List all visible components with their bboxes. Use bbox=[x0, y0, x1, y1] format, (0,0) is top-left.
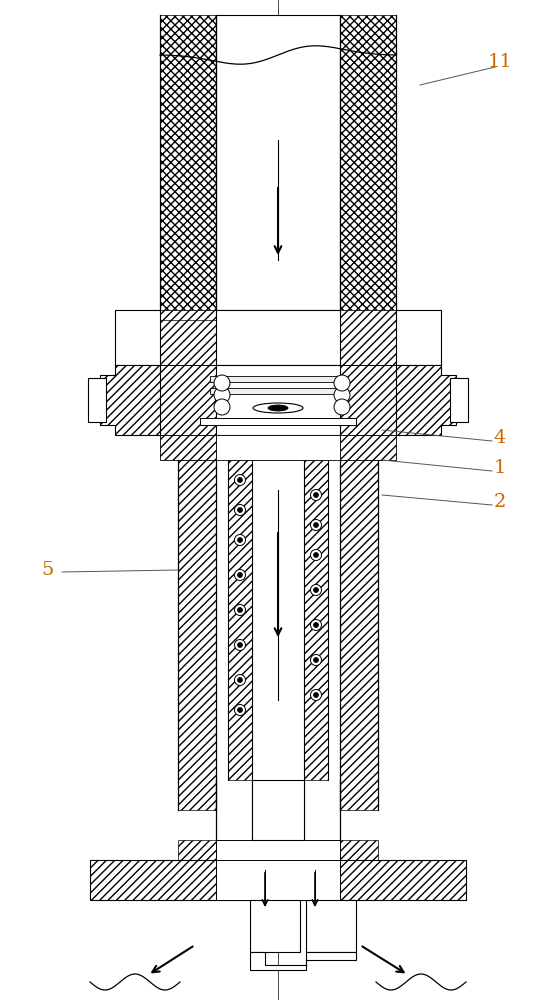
Bar bbox=[450, 378, 468, 422]
Polygon shape bbox=[100, 365, 160, 435]
Bar bbox=[90, 860, 466, 900]
Circle shape bbox=[310, 654, 321, 666]
Circle shape bbox=[310, 489, 321, 500]
Circle shape bbox=[237, 572, 242, 578]
Circle shape bbox=[314, 552, 319, 558]
Circle shape bbox=[235, 640, 246, 650]
Circle shape bbox=[310, 550, 321, 560]
Circle shape bbox=[314, 587, 319, 592]
Circle shape bbox=[314, 692, 319, 698]
Bar bbox=[200, 418, 356, 425]
Bar bbox=[216, 860, 340, 900]
Circle shape bbox=[310, 520, 321, 530]
Polygon shape bbox=[250, 952, 356, 970]
Circle shape bbox=[237, 678, 242, 682]
Bar bbox=[178, 460, 216, 810]
Bar bbox=[88, 378, 106, 422]
Bar bbox=[115, 310, 160, 365]
Bar bbox=[304, 460, 328, 780]
Circle shape bbox=[237, 508, 242, 512]
Circle shape bbox=[235, 604, 246, 615]
Polygon shape bbox=[340, 365, 396, 435]
Ellipse shape bbox=[253, 403, 303, 413]
Circle shape bbox=[310, 690, 321, 700]
Bar bbox=[216, 15, 340, 310]
Text: 5: 5 bbox=[42, 561, 54, 579]
Bar bbox=[340, 310, 396, 365]
Circle shape bbox=[235, 475, 246, 486]
Bar bbox=[210, 388, 346, 394]
Bar bbox=[252, 460, 304, 780]
Circle shape bbox=[235, 674, 246, 686]
Polygon shape bbox=[340, 435, 396, 460]
Text: 1: 1 bbox=[494, 459, 506, 477]
Circle shape bbox=[310, 619, 321, 631]
Bar bbox=[250, 900, 300, 952]
Bar bbox=[210, 376, 346, 382]
Circle shape bbox=[314, 658, 319, 662]
Bar bbox=[160, 310, 216, 365]
Text: 4: 4 bbox=[494, 429, 506, 447]
Circle shape bbox=[237, 538, 242, 542]
Circle shape bbox=[334, 375, 350, 391]
Circle shape bbox=[237, 708, 242, 712]
Circle shape bbox=[214, 399, 230, 415]
Bar bbox=[228, 460, 252, 780]
Bar bbox=[306, 900, 356, 952]
Circle shape bbox=[314, 492, 319, 497]
Circle shape bbox=[314, 522, 319, 528]
Polygon shape bbox=[160, 365, 216, 435]
Circle shape bbox=[237, 478, 242, 483]
Text: 11: 11 bbox=[488, 53, 513, 71]
Circle shape bbox=[235, 534, 246, 546]
Circle shape bbox=[235, 704, 246, 716]
Bar bbox=[216, 310, 340, 365]
Polygon shape bbox=[396, 365, 456, 435]
Circle shape bbox=[214, 375, 230, 391]
Polygon shape bbox=[115, 365, 160, 435]
Bar bbox=[340, 460, 378, 810]
Bar bbox=[216, 840, 340, 860]
Circle shape bbox=[235, 570, 246, 580]
Circle shape bbox=[235, 504, 246, 516]
Bar bbox=[216, 365, 340, 435]
Circle shape bbox=[334, 399, 350, 415]
Circle shape bbox=[237, 607, 242, 612]
Polygon shape bbox=[115, 320, 216, 435]
Circle shape bbox=[314, 622, 319, 628]
Polygon shape bbox=[160, 435, 216, 460]
Bar bbox=[340, 15, 396, 310]
Circle shape bbox=[310, 584, 321, 595]
Text: 2: 2 bbox=[494, 493, 506, 511]
Polygon shape bbox=[396, 365, 441, 435]
Bar bbox=[340, 840, 378, 860]
Bar bbox=[178, 840, 216, 860]
Bar bbox=[396, 310, 441, 365]
Bar bbox=[216, 435, 340, 460]
Circle shape bbox=[334, 387, 350, 403]
Bar bbox=[252, 780, 304, 840]
Circle shape bbox=[237, 643, 242, 648]
Ellipse shape bbox=[268, 405, 288, 411]
Circle shape bbox=[214, 387, 230, 403]
Bar bbox=[160, 15, 216, 310]
